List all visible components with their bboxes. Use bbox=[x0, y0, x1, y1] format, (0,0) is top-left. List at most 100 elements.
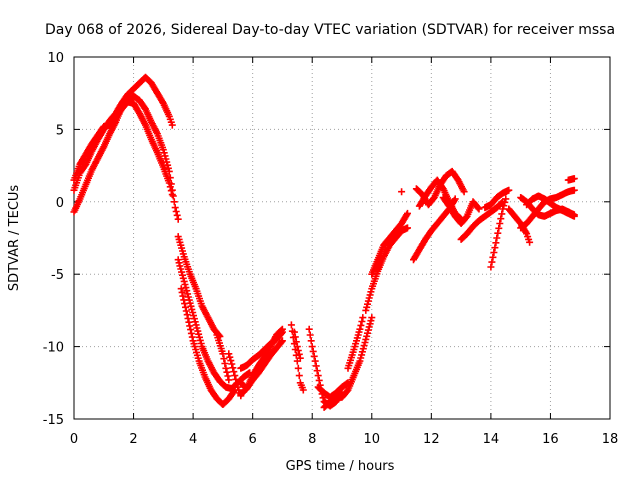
data-point bbox=[315, 376, 323, 384]
x-axis-label: GPS time / hours bbox=[286, 459, 395, 474]
x-tick-label: 18 bbox=[602, 432, 619, 447]
data-point bbox=[295, 350, 303, 358]
data-point bbox=[502, 195, 510, 203]
data-point bbox=[404, 209, 411, 217]
data-point bbox=[358, 318, 366, 325]
data-point bbox=[305, 325, 313, 333]
data-point bbox=[226, 353, 234, 361]
y-axis-label: SDTVAR / TECUs bbox=[7, 185, 22, 292]
data-point bbox=[187, 329, 195, 337]
data-point bbox=[505, 186, 513, 194]
data-point bbox=[497, 215, 505, 223]
data-point bbox=[182, 307, 190, 315]
data-point bbox=[228, 360, 236, 368]
data-point bbox=[475, 205, 483, 213]
data-point bbox=[310, 352, 318, 360]
data-point bbox=[570, 175, 578, 183]
data-point bbox=[168, 121, 176, 129]
data-point bbox=[168, 191, 176, 199]
data-point bbox=[474, 204, 482, 212]
y-tick-label: -15 bbox=[43, 413, 64, 428]
data-point bbox=[293, 343, 301, 351]
y-tick-label: 10 bbox=[47, 51, 64, 66]
data-point bbox=[492, 239, 500, 247]
data-point bbox=[498, 210, 506, 218]
data-point bbox=[309, 347, 317, 355]
x-tick-label: 6 bbox=[249, 432, 257, 447]
data-point bbox=[489, 253, 497, 261]
data-point bbox=[314, 372, 322, 380]
data-point bbox=[495, 224, 503, 232]
data-point bbox=[294, 347, 302, 354]
data-point bbox=[460, 188, 468, 196]
data-point bbox=[183, 287, 191, 295]
data-point bbox=[172, 208, 180, 215]
x-tick-label: 10 bbox=[364, 432, 381, 447]
data-point bbox=[493, 234, 501, 242]
data-point bbox=[488, 258, 496, 266]
data-point bbox=[224, 372, 232, 380]
data-point bbox=[359, 314, 367, 322]
data-point bbox=[225, 376, 233, 384]
data-point bbox=[167, 187, 175, 195]
data-point bbox=[169, 192, 177, 200]
data-point bbox=[487, 263, 495, 271]
data-point bbox=[490, 249, 498, 256]
data-point bbox=[368, 314, 376, 322]
data-point bbox=[170, 198, 178, 206]
data-point bbox=[230, 368, 238, 376]
data-point bbox=[219, 350, 227, 358]
data-point bbox=[398, 188, 406, 196]
data-point bbox=[222, 364, 230, 372]
data-point bbox=[450, 196, 458, 204]
x-tick-label: 4 bbox=[189, 432, 197, 447]
data-point bbox=[181, 300, 189, 308]
data-point bbox=[501, 198, 509, 206]
data-point bbox=[404, 224, 411, 232]
data-point bbox=[278, 337, 286, 345]
data-point bbox=[311, 357, 319, 365]
data-point bbox=[231, 372, 239, 380]
data-point bbox=[186, 322, 194, 330]
data-point bbox=[364, 326, 372, 334]
data-point bbox=[166, 183, 174, 191]
x-tick-label: 14 bbox=[483, 432, 500, 447]
data-point bbox=[308, 343, 316, 351]
data-point bbox=[220, 355, 228, 363]
data-point bbox=[307, 337, 315, 345]
data-point bbox=[287, 321, 295, 329]
data-point bbox=[171, 204, 179, 212]
data-point bbox=[294, 364, 302, 372]
data-point bbox=[499, 205, 507, 213]
data-point bbox=[296, 354, 304, 362]
x-tick-label: 12 bbox=[423, 432, 440, 447]
data-point bbox=[496, 220, 504, 227]
data-point bbox=[177, 285, 185, 293]
data-point bbox=[223, 368, 231, 376]
data-points bbox=[70, 73, 578, 411]
x-tick-label: 0 bbox=[70, 432, 78, 447]
y-tick-label: -10 bbox=[43, 341, 64, 356]
chart-title: Day 068 of 2026, Sidereal Day-to-day VTE… bbox=[45, 22, 615, 38]
x-tick-label: 2 bbox=[129, 432, 137, 447]
data-point bbox=[494, 229, 502, 237]
data-point bbox=[526, 238, 534, 246]
data-point bbox=[299, 386, 307, 394]
data-point bbox=[295, 372, 303, 380]
data-point bbox=[570, 212, 578, 220]
x-tick-label: 8 bbox=[308, 432, 316, 447]
axis-ticks: 0 2 4 6 8 10 12 14 16 18 -15 -10 -5 0 5 10 bbox=[43, 51, 619, 447]
data-point bbox=[179, 292, 187, 300]
data-point bbox=[221, 360, 229, 367]
data-point bbox=[570, 186, 578, 194]
data-point bbox=[278, 328, 286, 336]
plot-frame bbox=[73, 56, 611, 420]
y-tick-label: -5 bbox=[51, 268, 64, 283]
data-point bbox=[229, 364, 237, 372]
y-tick-label: 5 bbox=[56, 123, 64, 138]
data-point bbox=[291, 333, 299, 341]
data-point bbox=[312, 362, 320, 370]
data-point bbox=[225, 350, 233, 358]
data-point bbox=[292, 338, 300, 346]
